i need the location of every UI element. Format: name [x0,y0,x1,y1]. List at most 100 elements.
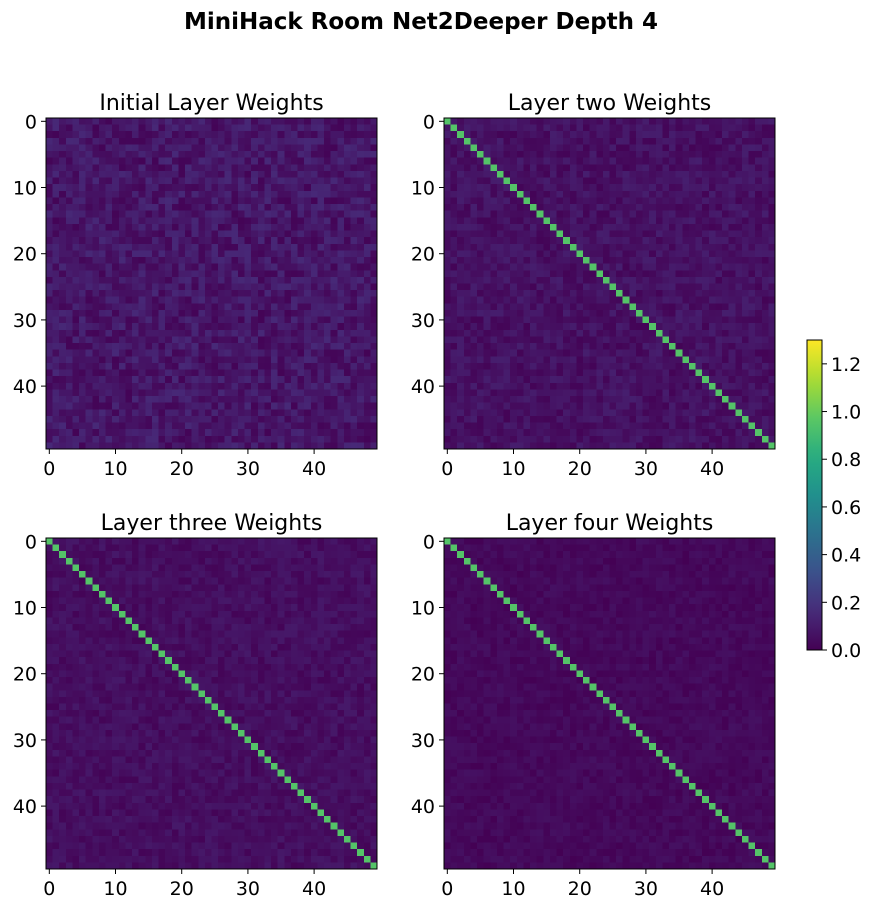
heatmap-cell [112,435,120,443]
heatmap-cell [563,250,571,258]
heatmap-cell [695,237,703,245]
heatmap-cell [264,197,272,205]
heatmap-cell [330,118,338,126]
heatmap-cell [138,230,146,238]
heatmap-cell [735,343,743,351]
heatmap-cell [596,250,604,258]
heatmap-cell [635,170,643,178]
heatmap-cell [264,217,272,225]
heatmap-cell [46,429,54,437]
heatmap-cell [105,336,113,344]
heatmap-cell [138,376,146,384]
heatmap-cell [768,336,776,344]
heatmap-cell [516,376,524,384]
heatmap-cell [52,316,60,324]
heatmap-cell [85,230,93,238]
heatmap-cell [92,389,100,397]
heatmap-cell [530,230,538,238]
heatmap-cell [549,243,557,251]
heatmap-cell [85,382,93,390]
heatmap-cell [231,118,239,126]
heatmap-cell [444,263,452,271]
heatmap-cell [191,296,199,304]
heatmap-cell [688,396,696,404]
heatmap-cell [496,442,504,450]
heatmap-cell [596,402,604,410]
heatmap-cell [370,349,378,357]
heatmap-cell [105,376,113,384]
heatmap-cell [125,389,133,397]
heatmap-cell [530,204,538,212]
heatmap-cell [46,257,54,265]
heatmap-cell [363,396,371,404]
heatmap-cell [191,137,199,145]
heatmap-cell [629,131,637,139]
heatmap-cell [748,157,756,165]
heatmap-cell [715,151,723,159]
heatmap-cell [523,382,531,390]
heatmap-cell [158,442,166,450]
heatmap-cell [112,429,120,437]
heatmap-cell [761,329,769,337]
heatmap-cell [330,223,338,231]
heatmap-cell [317,422,325,430]
heatmap-cell [165,396,173,404]
heatmap-cell [251,316,259,324]
heatmap-cell [728,402,736,410]
heatmap-cell [728,204,736,212]
heatmap-cell [158,316,166,324]
heatmap-cell [105,164,113,172]
heatmap-cell [251,409,259,417]
heatmap-cell [655,270,663,278]
heatmap-cell [290,376,298,384]
heatmap-cell [463,389,471,397]
heatmap-cell [755,409,763,417]
heatmap-cell [523,250,531,258]
heatmap-cell [118,349,126,357]
heatmap-cell [357,402,365,410]
heatmap-cell [616,362,624,370]
heatmap-cell [549,197,557,205]
heatmap-cell [576,230,584,238]
heatmap-cell [457,243,465,251]
heatmap-cell [496,402,504,410]
heatmap-cell [52,303,60,311]
heatmap-cell [198,435,206,443]
heatmap-cell [523,190,531,198]
heatmap-cell [761,409,769,417]
heatmap-cell [543,250,551,258]
heatmap-cell [748,230,756,238]
heatmap-cell [112,170,120,178]
heatmap-cell [496,204,504,212]
heatmap-cell [470,197,478,205]
heatmap-cell [46,210,54,218]
heatmap-cell [79,349,87,357]
heatmap-cell [132,422,140,430]
heatmap-cell [735,190,743,198]
heatmap-cell [543,435,551,443]
heatmap-cell [761,204,769,212]
heatmap-cell [145,283,153,291]
heatmap-cell [715,270,723,278]
heatmap-cell [231,323,239,331]
heatmap-cell [496,237,504,245]
heatmap-cell [596,210,604,218]
heatmap-cell [576,237,584,245]
heatmap-cell [324,270,332,278]
heatmap-cell [708,170,716,178]
heatmap-cell [543,415,551,423]
heatmap-cell [204,382,212,390]
heatmap-cell [549,210,557,218]
heatmap-cell [510,415,518,423]
heatmap-cell [496,336,504,344]
heatmap-cell [616,349,624,357]
heatmap-cell [218,204,226,212]
heatmap-cell [105,177,113,185]
heatmap-cell [457,389,465,397]
heatmap-cell [171,296,179,304]
heatmap-cell [112,230,120,238]
heatmap-cell [516,237,524,245]
heatmap-cell [297,349,305,357]
heatmap-cell [79,223,87,231]
heatmap-cell [85,290,93,298]
